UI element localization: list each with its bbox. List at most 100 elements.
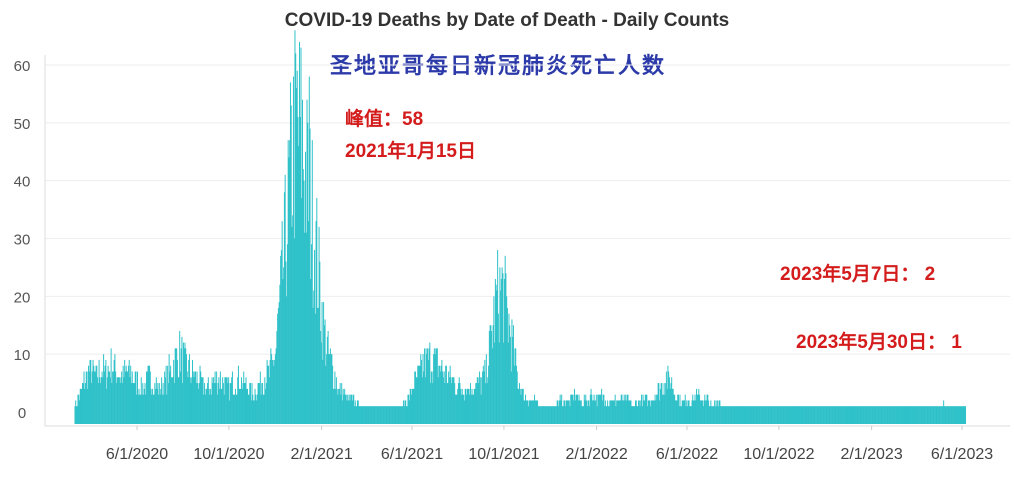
daily-death-bar: [580, 400, 582, 424]
daily-death-bar: [442, 371, 444, 424]
daily-death-bar: [85, 383, 87, 424]
daily-death-bar: [918, 406, 920, 424]
daily-death-bar: [817, 406, 819, 424]
daily-death-bar: [576, 394, 578, 424]
daily-death-bar: [595, 400, 597, 424]
daily-death-bar: [944, 406, 946, 424]
daily-death-bar: [777, 406, 779, 424]
daily-death-bar: [160, 388, 162, 424]
daily-death-bar: [624, 400, 626, 424]
daily-death-bar: [749, 406, 751, 424]
daily-death-bar: [244, 383, 246, 424]
daily-death-bar: [410, 388, 412, 424]
daily-death-bar: [565, 400, 567, 424]
daily-death-bar: [889, 406, 891, 424]
daily-death-bar: [452, 377, 454, 424]
daily-death-bar: [820, 406, 822, 424]
daily-death-bar: [882, 406, 884, 424]
daily-death-bar: [785, 406, 787, 424]
daily-death-bar: [765, 406, 767, 424]
daily-death-bar: [622, 400, 624, 424]
daily-death-bar: [797, 406, 799, 424]
daily-death-bar: [538, 406, 540, 424]
daily-death-bar: [913, 406, 915, 424]
daily-death-bar: [387, 406, 389, 424]
daily-death-bar: [729, 406, 731, 424]
daily-death-bar: [633, 406, 635, 424]
daily-death-bar: [427, 359, 429, 424]
daily-death-bar: [856, 406, 858, 424]
daily-death-bar: [247, 388, 248, 424]
daily-death-bar: [347, 400, 349, 424]
daily-death-bar: [638, 400, 640, 424]
daily-death-bar: [955, 406, 957, 424]
daily-death-bar: [210, 388, 212, 424]
daily-death-bar: [837, 406, 839, 424]
daily-death-bar: [534, 394, 536, 424]
daily-death-bar: [439, 365, 441, 424]
daily-death-bar: [708, 400, 710, 424]
daily-death-bar: [573, 400, 575, 424]
daily-death-bar: [540, 406, 542, 424]
daily-death-bar: [818, 406, 820, 424]
daily-death-bar: [154, 383, 156, 424]
daily-death-bar: [513, 365, 515, 424]
daily-death-bar: [568, 400, 570, 424]
daily-death-bar: [208, 388, 210, 424]
daily-death-bar: [463, 400, 465, 424]
daily-death-bar: [937, 406, 939, 424]
daily-death-bar: [226, 377, 228, 424]
daily-death-bar: [671, 388, 673, 424]
daily-death-bar: [80, 388, 82, 424]
daily-death-bar: [901, 406, 903, 424]
daily-death-bar: [228, 377, 230, 424]
daily-death-bar: [687, 406, 688, 424]
daily-death-bar: [456, 394, 458, 424]
daily-death-bar: [161, 394, 163, 424]
daily-death-bar: [202, 377, 204, 424]
daily-death-bar: [854, 406, 856, 424]
daily-death-bar: [289, 140, 291, 424]
daily-death-bar: [929, 406, 931, 424]
daily-death-bar: [705, 400, 707, 424]
daily-death-bar: [885, 406, 887, 424]
daily-death-bar: [167, 365, 169, 424]
daily-death-bar: [910, 406, 912, 424]
daily-death-bar: [467, 388, 468, 424]
daily-death-bar: [586, 406, 588, 424]
daily-death-bar: [824, 406, 826, 424]
daily-death-bar: [377, 406, 379, 424]
daily-death-bar: [188, 359, 190, 424]
daily-death-bar: [716, 406, 718, 424]
daily-death-bar: [771, 406, 773, 424]
daily-death-bar: [581, 406, 583, 424]
daily-death-bar: [266, 359, 268, 424]
daily-death-bar: [945, 406, 947, 424]
daily-death-bar: [237, 365, 239, 424]
daily-death-bar: [394, 406, 396, 424]
daily-death-bar: [367, 406, 369, 424]
daily-death-bar: [644, 400, 646, 424]
daily-death-bar: [396, 406, 398, 424]
daily-death-bar: [476, 377, 478, 424]
daily-death-bar: [672, 388, 674, 424]
daily-death-bar: [393, 406, 395, 424]
daily-death-bar: [384, 406, 386, 424]
daily-death-bar: [635, 400, 637, 424]
daily-death-bar: [146, 371, 148, 424]
daily-death-bar: [756, 406, 758, 424]
daily-death-bar: [509, 336, 511, 424]
daily-death-bar: [881, 406, 883, 424]
daily-death-bar: [432, 383, 434, 424]
daily-death-bar: [926, 406, 928, 424]
daily-death-bar: [109, 371, 111, 424]
daily-death-bar: [446, 383, 448, 424]
daily-death-bar: [77, 394, 79, 424]
daily-death-bar: [525, 400, 527, 424]
daily-death-bar: [131, 371, 133, 424]
daily-death-bar: [517, 388, 519, 424]
daily-death-bar: [460, 394, 462, 424]
daily-death-bar: [619, 400, 621, 424]
daily-death-bar: [718, 400, 720, 424]
daily-death-bar: [652, 400, 654, 424]
